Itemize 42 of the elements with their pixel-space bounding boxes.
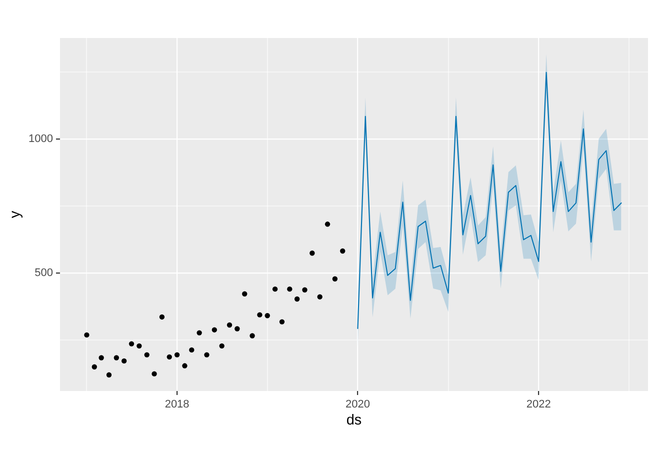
point: [264, 313, 270, 318]
y-tick-label: 1000: [28, 132, 53, 145]
point: [219, 343, 224, 349]
point: [166, 354, 172, 360]
point: [332, 276, 338, 282]
point: [128, 341, 134, 346]
point: [98, 355, 104, 360]
point: [302, 287, 308, 292]
x-tick-label: 2018: [164, 398, 190, 411]
point: [317, 294, 322, 300]
point: [114, 355, 120, 360]
point: [121, 358, 127, 364]
point: [196, 330, 202, 336]
y-tick-label: 500: [34, 267, 53, 280]
point: [144, 352, 150, 358]
y-axis-title: y: [8, 210, 24, 218]
point: [234, 326, 240, 332]
point: [250, 333, 255, 338]
point: [106, 372, 112, 378]
point: [279, 319, 285, 324]
point: [152, 371, 157, 376]
x-tick-label: 2020: [345, 398, 370, 411]
point: [174, 352, 180, 358]
x-axis-title: ds: [346, 412, 362, 428]
point: [257, 312, 262, 318]
point: [92, 364, 97, 370]
point: [189, 347, 194, 353]
point: [159, 314, 165, 320]
point: [294, 296, 300, 302]
point: [340, 248, 346, 254]
point: [84, 332, 90, 338]
point: [136, 343, 142, 349]
point: [272, 286, 278, 292]
point: [226, 322, 232, 328]
point: [212, 327, 218, 332]
point: [287, 286, 292, 292]
point: [204, 352, 210, 358]
point: [182, 363, 188, 368]
point: [242, 291, 248, 296]
point: [310, 250, 315, 256]
point: [324, 222, 330, 227]
x-tick-label: 2022: [526, 398, 551, 411]
